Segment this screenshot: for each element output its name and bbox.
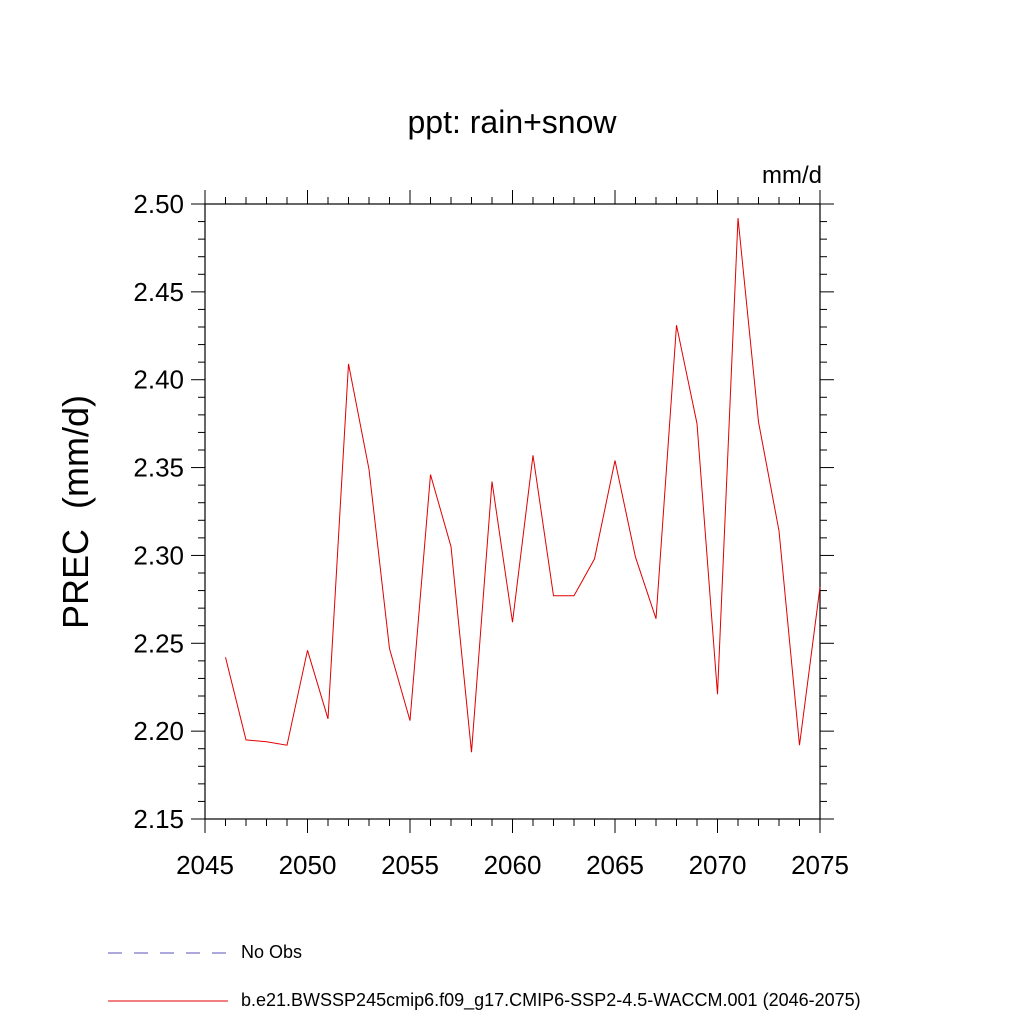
- x-tick-label: 2065: [586, 850, 644, 880]
- legend-label-model: b.e21.BWSSP245cmip6.f09_g17.CMIP6-SSP2-4…: [241, 990, 861, 1010]
- x-tick-label: 2075: [791, 850, 849, 880]
- y-tick-label: 2.35: [133, 453, 184, 483]
- x-tick-label: 2045: [176, 850, 234, 880]
- x-tick-label: 2050: [279, 850, 337, 880]
- units-label: mm/d: [762, 162, 822, 189]
- y-tick-label: 2.50: [133, 189, 184, 219]
- y-tick-label: 2.40: [133, 365, 184, 395]
- y-tick-label: 2.30: [133, 540, 184, 570]
- series-line: [225, 218, 821, 753]
- y-tick-label: 2.15: [133, 804, 184, 834]
- chart-title: ppt: rain+snow: [407, 104, 617, 140]
- y-tick-label: 2.45: [133, 277, 184, 307]
- x-tick-label: 2070: [689, 850, 747, 880]
- x-tick-label: 2055: [381, 850, 439, 880]
- y-axis-label: PREC (mm/d): [55, 395, 96, 629]
- x-tick-label: 2060: [484, 850, 542, 880]
- legend-label-obs: No Obs: [241, 942, 303, 962]
- y-tick-label: 2.25: [133, 628, 184, 658]
- y-tick-label: 2.20: [133, 716, 184, 746]
- plot-frame: [204, 203, 821, 820]
